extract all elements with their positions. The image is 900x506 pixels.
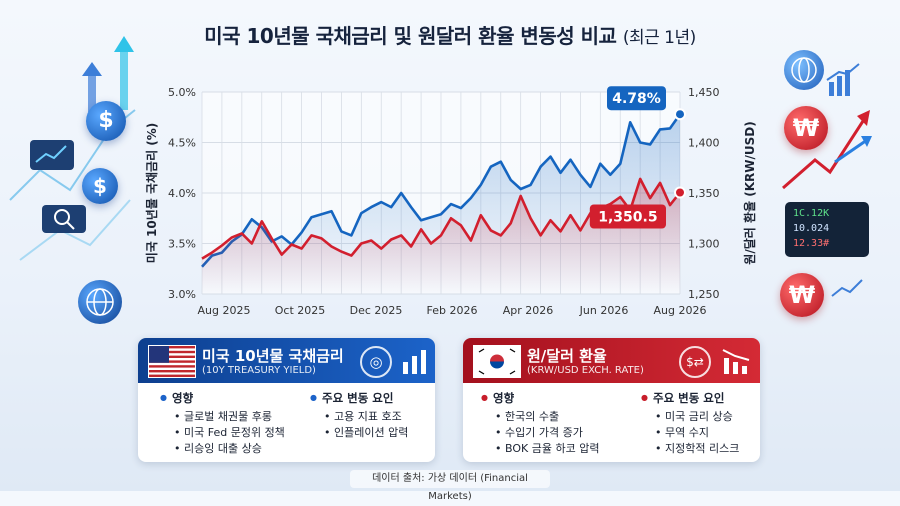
kr-drivers-title: 주요 변동 요인 (641, 390, 739, 406)
us-flag-icon (148, 345, 196, 378)
kr-impact-column: 영향 한국의 수출 수입기 가격 증가 BOK 금율 하코 압력 (481, 390, 599, 457)
ticker-line: 1C.12K (793, 208, 830, 219)
x-tick-label: Aug 2026 (654, 304, 707, 317)
end-value-badge (589, 204, 666, 229)
us-card-header: 미국 10년물 국채금리 (10Y TREASURY YIELD) ◎ (138, 338, 435, 383)
page-title: 미국 10년물 국채금리 및 원달러 환율 변동성 비교 (최근 1년) (0, 20, 900, 49)
trend-arrow-icon (782, 110, 872, 190)
x-tick-label: Aug 2025 (198, 304, 251, 317)
us-impact-column: 영향 글로벌 채권물 후롱 미국 Fed 문정위 정책 리승잉 대출 상승 (160, 390, 285, 457)
x-tick-label: Apr 2026 (503, 304, 554, 317)
y-left-axis-label: 미국 10년물 국채금리 (%) (144, 123, 159, 264)
seal-icon: ◎ (360, 346, 392, 378)
y-right-tick-label: 1,300 (688, 238, 720, 251)
title-sub: (최근 1년) (622, 28, 696, 48)
magnifier-icon (42, 205, 86, 233)
title-main: 미국 10년물 국채금리 및 원달러 환율 변동성 비교 (204, 24, 617, 48)
us-drivers-title: 주요 변동 요인 (310, 390, 408, 406)
won-coin-icon: ₩ (780, 273, 824, 317)
data-source-footer: 데이터 출처: 가상 데이터 (Financial Markets) (350, 470, 550, 502)
trend-arrow-icon (831, 279, 863, 297)
us-impact-title: 영향 (160, 390, 285, 406)
list-item: 인플레이션 압력 (324, 425, 408, 441)
x-tick-label: Dec 2025 (350, 304, 403, 317)
globe-icon (784, 50, 824, 90)
end-value-badge (607, 86, 666, 111)
y-left-tick-label: 3.5% (168, 238, 196, 251)
end-value-label: 4.78% (612, 91, 661, 107)
list-item: 한국의 수출 (495, 409, 599, 425)
bar-chart-icon (826, 63, 860, 96)
us-yield-card: 미국 10년물 국채금리 (10Y TREASURY YIELD) ◎ 영향 글… (138, 338, 435, 462)
y-right-tick-label: 1,450 (688, 86, 720, 99)
end-value-label: 1,350.5 (598, 209, 657, 225)
y-left-tick-label: 5.0% (168, 86, 196, 99)
kr-card-header: 원/달러 환율 (KRW/USD EXCH. RATE) $⇄ (463, 338, 760, 383)
series-end-point (674, 186, 686, 199)
dollar-coin-icon: $ (82, 168, 118, 204)
x-tick-label: Jun 2026 (579, 304, 629, 317)
falling-bars-icon (722, 349, 750, 374)
kr-drivers-column: 주요 변동 요인 미국 금리 상승 무역 수지 지정학적 리스크 (641, 390, 739, 457)
list-item: 무역 수지 (655, 425, 739, 441)
list-item: 고용 지표 호조 (324, 409, 408, 425)
us-card-subtitle: (10Y TREASURY YIELD) (202, 365, 316, 376)
krw-rate-card: 원/달러 환율 (KRW/USD EXCH. RATE) $⇄ 영향 한국의 수… (463, 338, 760, 462)
series-end-point (674, 108, 686, 121)
kr-impact-title: 영향 (481, 390, 599, 406)
globe-icon (78, 280, 122, 324)
y-left-tick-label: 4.5% (168, 137, 196, 150)
y-right-tick-label: 1,250 (688, 288, 720, 301)
currency-exchange-icon: $⇄ (679, 346, 711, 378)
dollar-coin-icon: $ (86, 101, 126, 141)
ticker-panel: 1C.12K 10.024 12.33# (785, 202, 869, 257)
kr-card-subtitle: (KRW/USD EXCH. RATE) (527, 365, 644, 376)
us-card-title: 미국 10년물 국채금리 (202, 347, 344, 365)
list-item: 지정학적 리스크 (655, 441, 739, 457)
series-line (201, 113, 682, 268)
list-item: 미국 금리 상승 (655, 409, 739, 425)
kr-card-title: 원/달러 환율 (527, 347, 607, 365)
kr-flag-icon (473, 345, 521, 378)
chart-card-icon (30, 140, 74, 170)
list-item: BOK 금율 하코 압력 (495, 441, 599, 457)
won-coin-icon: ₩ (784, 106, 828, 150)
list-item: 리승잉 대출 상승 (174, 441, 285, 457)
us-drivers-column: 주요 변동 요인 고용 지표 호조 인플레이션 압력 (310, 390, 408, 441)
ticker-line: 10.024 (793, 223, 830, 234)
rising-bars-icon (403, 350, 426, 374)
x-tick-label: Feb 2026 (427, 304, 478, 317)
y-left-tick-label: 3.0% (168, 288, 196, 301)
ticker-line: 12.33# (793, 238, 830, 249)
y-right-tick-label: 1,400 (688, 137, 720, 150)
x-tick-label: Oct 2025 (275, 304, 326, 317)
list-item: 미국 Fed 문정위 정책 (174, 425, 285, 441)
list-item: 수입기 가격 증가 (495, 425, 599, 441)
line-chart: 3.0% 1,250 3.5% 1,300 4.0% 1,350 4.5% 1,400 5.0%… (144, 86, 757, 317)
y-right-axis-label: 원/달러 환율 (KRW/USD) (742, 121, 757, 264)
y-left-tick-label: 4.0% (168, 187, 196, 200)
y-right-tick-label: 1,350 (688, 187, 720, 200)
list-item: 글로벌 채권물 후롱 (174, 409, 285, 425)
